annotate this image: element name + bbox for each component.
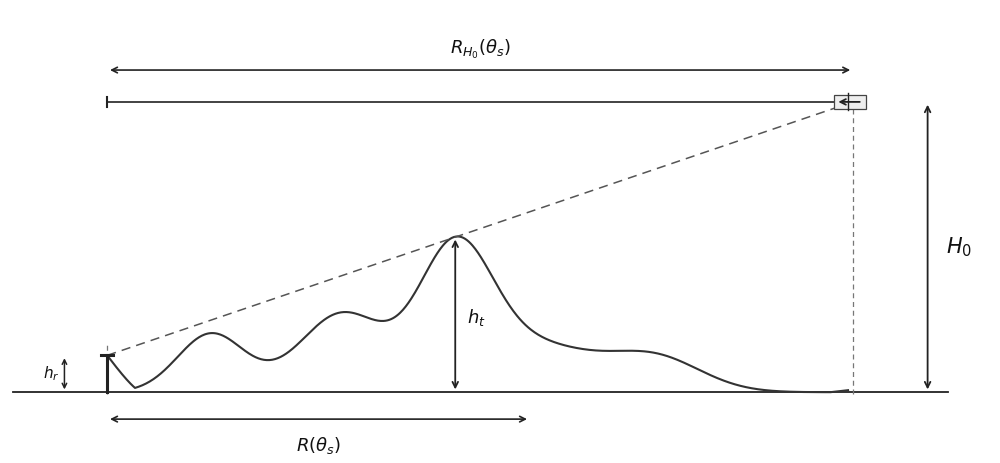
Bar	[834, 95, 866, 109]
Text: $h_r$: $h_r$	[43, 364, 59, 383]
Text: $h_t$: $h_t$	[467, 307, 486, 328]
Text: $R_{H_0}(\theta_{s})$: $R_{H_0}(\theta_{s})$	[450, 38, 511, 61]
Text: $H_0$: $H_0$	[946, 235, 972, 259]
Text: $R(\theta_{s})$: $R(\theta_{s})$	[296, 435, 341, 456]
